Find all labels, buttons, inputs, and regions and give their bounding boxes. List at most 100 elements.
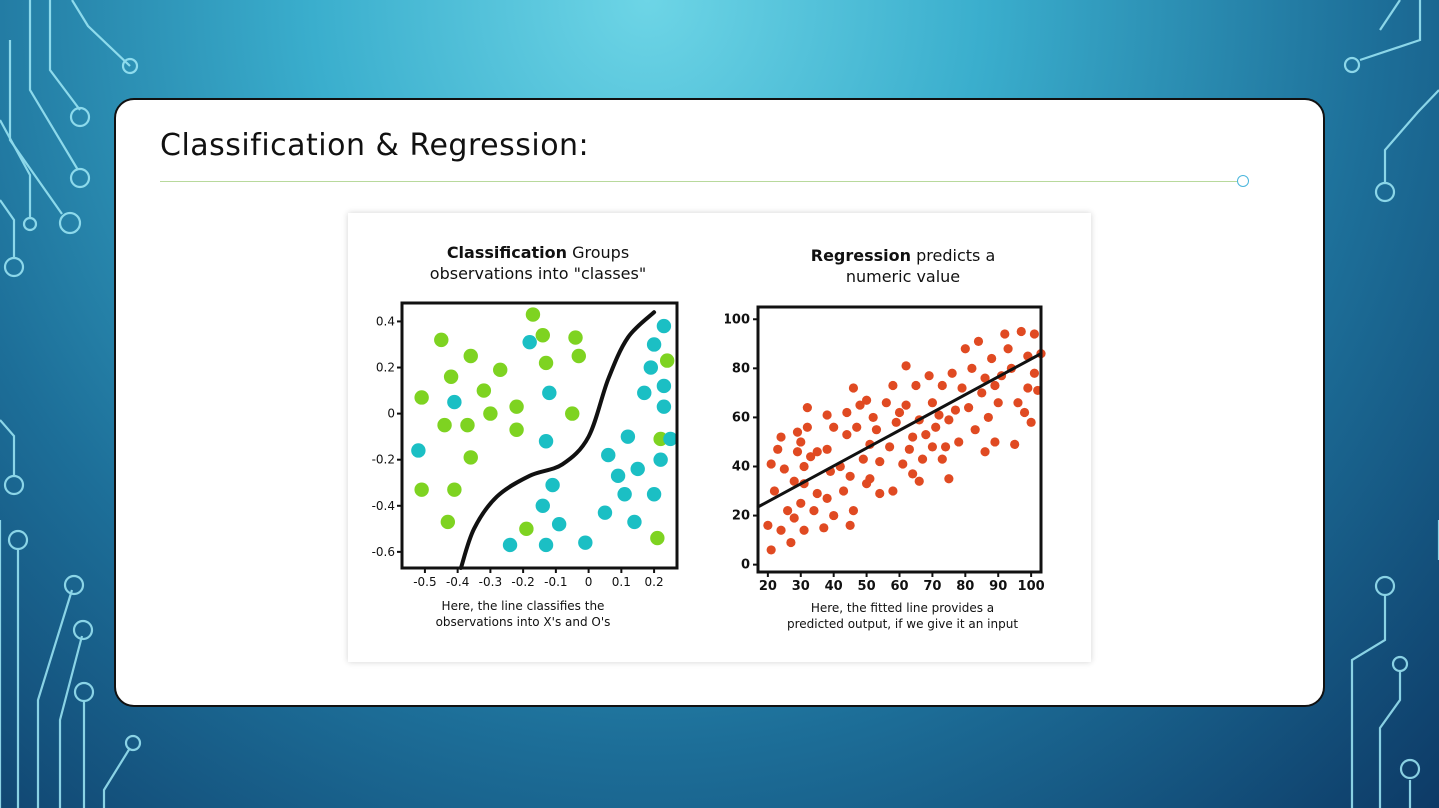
classification-point — [493, 362, 508, 378]
classification-point — [578, 535, 593, 550]
classification-caption-line2: observations into X's and O's — [435, 615, 611, 629]
regression-point — [783, 506, 793, 516]
regression-title-rest: predicts a — [911, 246, 996, 265]
classification-point — [601, 447, 616, 463]
classification-point — [627, 514, 642, 530]
classification-point — [538, 537, 554, 553]
regression-point — [792, 447, 803, 457]
regression-point — [944, 415, 954, 425]
regression-point — [871, 425, 882, 435]
classification-point — [509, 399, 524, 414]
classification-title-rest: Groups — [567, 243, 630, 262]
regression-x-tick-label: 50 — [858, 579, 876, 594]
classification-y-tick-label: -0.2 — [372, 453, 395, 467]
regression-caption: Here, the fitted line provides a predict… — [760, 600, 1045, 632]
regression-point — [983, 412, 993, 423]
classification-y-tick-label: 0.4 — [376, 314, 395, 328]
regression-point — [806, 452, 816, 462]
classification-point — [460, 417, 475, 433]
regression-point — [1026, 417, 1036, 427]
regression-point — [993, 398, 1003, 408]
regression-x-tick-label: 90 — [989, 579, 1007, 594]
classification-point — [656, 378, 672, 394]
regression-point — [921, 429, 931, 440]
slide-title: Classification & Regression: — [160, 128, 590, 163]
regression-point — [1023, 383, 1033, 393]
regression-point — [875, 488, 885, 499]
regression-point — [885, 442, 895, 452]
regression-point — [776, 432, 786, 442]
classification-point — [463, 348, 478, 364]
classification-point — [522, 334, 537, 350]
regression-chart: 20 30 40 50 60 70 80 90 100 100 80 60 40 20 0 — [725, 305, 1046, 594]
regression-point — [855, 400, 865, 410]
classification-point — [565, 406, 580, 421]
classification-point — [463, 450, 478, 465]
classification-point — [476, 383, 492, 398]
classification-point — [646, 487, 662, 502]
classification-point — [535, 498, 550, 513]
classification-point — [538, 355, 554, 371]
classification-point — [568, 330, 583, 345]
classification-point — [663, 431, 678, 447]
regression-point — [822, 444, 832, 454]
regression-point — [908, 432, 918, 442]
regression-point — [1010, 439, 1020, 450]
classification-point — [637, 385, 652, 401]
regression-point — [881, 398, 891, 408]
regression-point — [786, 537, 796, 548]
classification-title-bold: Classification — [446, 243, 568, 262]
classification-title-line2: observations into "classes" — [429, 264, 647, 283]
classification-caption-line1: Here, the line classifies the — [441, 599, 605, 613]
regression-point — [802, 422, 812, 432]
classification-point — [447, 482, 462, 497]
classification-caption: Here, the line classifies the observatio… — [398, 598, 648, 630]
regression-point — [865, 474, 875, 484]
classification-point — [650, 530, 665, 546]
regression-point — [796, 437, 806, 447]
classification-x-tick-label: -0.3 — [479, 575, 502, 589]
classification-point — [434, 332, 449, 348]
regression-y-tick-label: 20 — [732, 509, 750, 524]
regression-point — [901, 400, 911, 410]
regression-point — [789, 513, 799, 523]
regression-point — [852, 422, 862, 432]
classification-point — [571, 348, 586, 364]
regression-point — [829, 422, 839, 432]
regression-point — [891, 417, 901, 427]
regression-point — [1000, 329, 1010, 339]
regression-point — [1013, 398, 1023, 408]
regression-point — [990, 380, 1000, 391]
classification-point — [646, 337, 662, 352]
regression-x-tick-label: 60 — [890, 579, 908, 594]
classification-point — [653, 452, 668, 467]
regression-point — [822, 493, 832, 503]
regression-caption-line2: predicted output, if we give it an input — [786, 617, 1019, 631]
classification-x-tick-label: 0.2 — [645, 575, 664, 589]
classification-x-tick-label: -0.1 — [544, 575, 567, 589]
regression-point — [947, 368, 957, 378]
regression-point — [954, 437, 964, 447]
regression-point — [789, 476, 799, 486]
regression-title: Regression predicts a numeric value — [773, 245, 1033, 287]
regression-y-tick-label: 100 — [725, 312, 750, 327]
classification-point — [502, 537, 518, 553]
regression-point — [977, 388, 987, 398]
regression-x-tick-label: 100 — [1018, 579, 1045, 594]
classification-point — [630, 461, 645, 477]
regression-y-tick-label: 80 — [732, 361, 750, 376]
classification-point — [617, 487, 632, 502]
classification-x-tick-label: 0.1 — [612, 575, 631, 589]
title-rule — [160, 181, 1238, 182]
regression-point — [769, 486, 780, 496]
regression-point — [812, 447, 822, 457]
regression-point — [970, 425, 980, 435]
regression-point — [845, 471, 855, 481]
regression-point — [894, 407, 905, 418]
classification-point — [538, 434, 554, 449]
classification-point — [659, 353, 675, 368]
classification-point — [443, 369, 459, 384]
regression-point — [980, 373, 990, 383]
regression-caption-line1: Here, the fitted line provides a — [810, 601, 995, 615]
regression-point — [796, 498, 806, 508]
